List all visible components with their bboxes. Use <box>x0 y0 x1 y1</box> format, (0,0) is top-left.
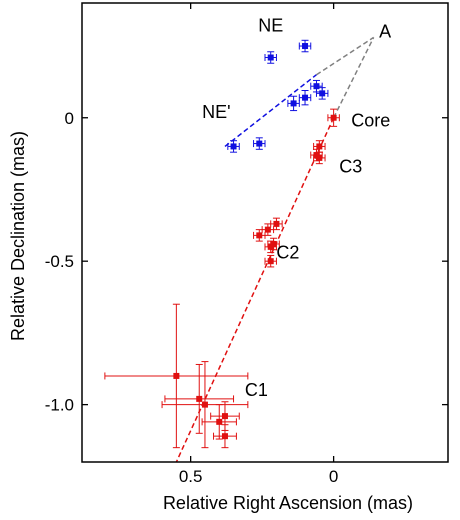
data-point-square <box>201 401 208 408</box>
annotation-label: NE <box>258 16 283 36</box>
x-ticks: 0.5 0 <box>179 3 338 486</box>
x-tick-label: 0 <box>329 467 338 486</box>
dashed-fit-line <box>224 74 317 148</box>
data-point-square <box>302 43 309 50</box>
data-point-square <box>267 54 274 61</box>
y-tick-label: -0.5 <box>45 252 74 271</box>
annotation-label: NE' <box>202 102 230 122</box>
annotations: NE A NE' Core C3 C2 C1 <box>202 16 391 400</box>
data-point-square <box>313 83 320 90</box>
data-point-square <box>230 143 237 150</box>
data-point-square <box>290 100 297 107</box>
dashed-fit-line <box>175 117 335 463</box>
y-tick-label: 0 <box>65 109 74 128</box>
x-axis-title: Relative Right Ascension (mas) <box>163 493 413 513</box>
data-point-square <box>319 90 326 97</box>
dashed-fit-line <box>316 36 375 76</box>
data-point-square <box>173 372 180 379</box>
x-tick-label: 0.5 <box>179 467 203 486</box>
data-point-square <box>316 143 323 150</box>
plot-frame <box>81 2 449 463</box>
data-point-square <box>267 258 274 265</box>
data-point-square <box>264 226 271 233</box>
data-point-square <box>196 395 203 402</box>
data-point-square <box>273 220 280 227</box>
annotation-label: C1 <box>245 380 268 400</box>
y-ticks: 0 -0.5 -1.0 <box>45 109 448 415</box>
data-point-square <box>302 94 309 101</box>
data-point-square <box>316 154 323 161</box>
plot-border <box>81 2 449 463</box>
y-tick-label: -1.0 <box>45 396 74 415</box>
data-point-square <box>216 418 223 425</box>
y-axis-title: Relative Declination (mas) <box>8 131 28 341</box>
data-point-square <box>256 232 263 239</box>
data-point-square <box>330 114 337 121</box>
data-points <box>173 43 337 440</box>
annotation-label: C2 <box>276 242 299 262</box>
data-point-square <box>221 433 228 440</box>
annotation-label: Core <box>351 110 390 130</box>
data-point-square <box>221 413 228 420</box>
data-point-square <box>267 243 274 250</box>
annotation-label: A <box>379 21 391 41</box>
annotation-label: C3 <box>339 156 362 176</box>
data-point-square <box>256 140 263 147</box>
dashed-fit-line <box>332 37 375 119</box>
